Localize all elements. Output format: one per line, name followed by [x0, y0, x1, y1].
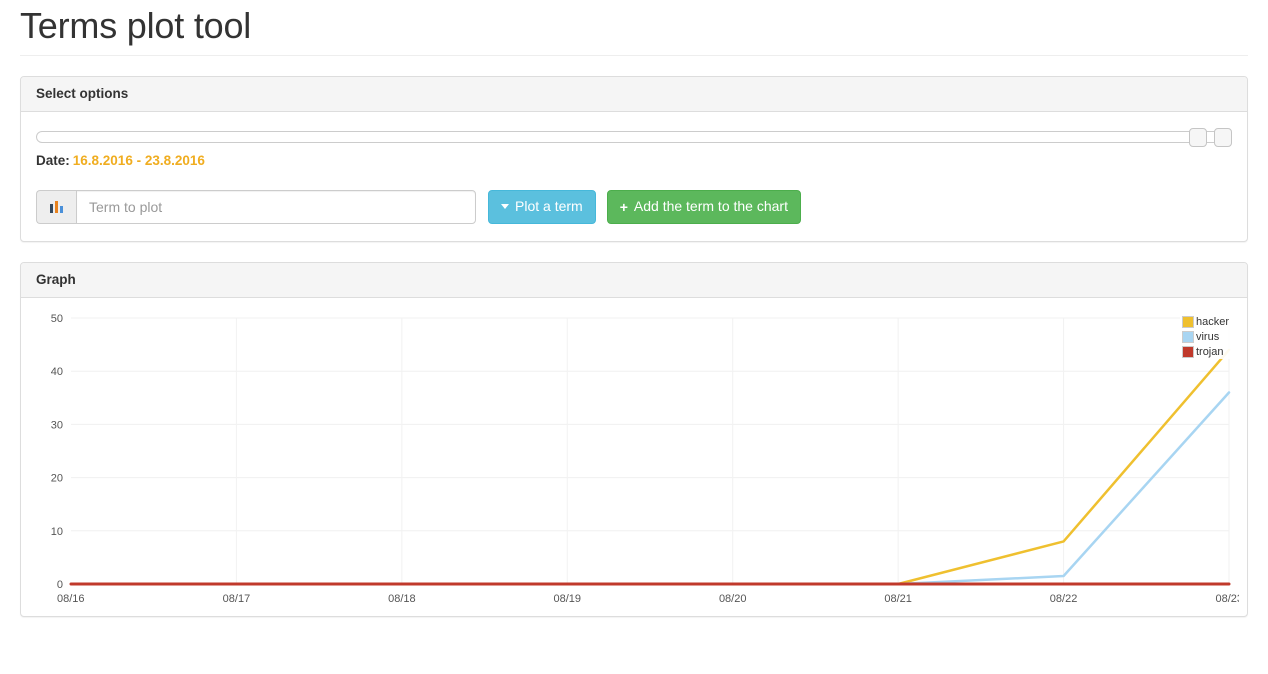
select-options-panel-heading: Select options	[21, 76, 1247, 113]
legend-item-virus[interactable]: virus	[1181, 330, 1229, 344]
svg-text:20: 20	[51, 473, 63, 485]
date-label: Date:	[36, 153, 70, 169]
plot-a-term-button[interactable]: Plot a term	[488, 189, 596, 224]
legend-label-trojan: trojan	[1195, 345, 1224, 358]
term-input-group	[36, 189, 476, 224]
add-term-to-chart-button[interactable]: + Add the term to the chart	[606, 189, 801, 224]
legend-swatch-trojan	[1181, 346, 1194, 359]
term-form-row: Plot a term + Add the term to the chart	[36, 189, 1232, 224]
svg-text:10: 10	[51, 526, 63, 538]
slider-track[interactable]	[36, 131, 1232, 144]
terms-line-chart[interactable]: 0 10 20 30 40 50 08/16 08/17 08/18 08/19 08/20 08/2…	[31, 306, 1239, 612]
term-input[interactable]	[76, 189, 476, 224]
svg-text:08/23: 08/23	[1215, 593, 1239, 605]
svg-text:08/22: 08/22	[1050, 593, 1078, 605]
legend-item-hacker[interactable]: hacker	[1181, 315, 1229, 329]
svg-text:0: 0	[57, 579, 63, 591]
add-term-label: Add the term to the chart	[633, 197, 788, 214]
svg-text:08/21: 08/21	[884, 593, 912, 605]
bar-chart-icon	[36, 189, 76, 224]
select-options-panel: Select options Date: 16.8.2016 - 23.8.201…	[20, 75, 1248, 242]
legend-item-trojan[interactable]: trojan	[1181, 345, 1229, 359]
graph-panel-heading: Graph	[21, 262, 1247, 299]
date-range-slider[interactable]	[36, 128, 1232, 148]
graph-panel: Graph 0 10 20 30 40 50 08/16 08/17 08/18 08/19 08/…	[20, 261, 1248, 618]
svg-text:40: 40	[51, 367, 63, 379]
svg-text:50: 50	[51, 313, 63, 325]
graph-title: Graph	[36, 271, 76, 287]
chart-canvas: 0 10 20 30 40 50 08/16 08/17 08/18 08/19 08/20 08/2…	[51, 313, 1239, 605]
graph-panel-body: 0 10 20 30 40 50 08/16 08/17 08/18 08/19 08/20 08/2…	[21, 298, 1247, 616]
page-title: Terms plot tool	[20, 5, 252, 46]
plot-a-term-label: Plot a term	[515, 197, 583, 214]
svg-text:08/16: 08/16	[57, 593, 85, 605]
select-options-title: Select options	[36, 85, 129, 101]
legend-swatch-hacker	[1181, 316, 1194, 329]
range-start-handle[interactable]	[1189, 128, 1207, 148]
date-range-display: Date: 16.8.2016 - 23.8.2016	[36, 153, 1232, 169]
page-container: Terms plot tool Select options Date: 16.8…	[20, 0, 1248, 618]
caret-down-icon	[501, 204, 509, 210]
legend-swatch-virus	[1181, 331, 1194, 344]
date-range-value: 16.8.2016 - 23.8.2016	[72, 153, 205, 169]
svg-text:08/19: 08/19	[554, 593, 582, 605]
svg-text:08/18: 08/18	[388, 593, 416, 605]
range-end-handle[interactable]	[1214, 128, 1232, 148]
page-header: Terms plot tool	[20, 0, 1248, 56]
svg-text:08/17: 08/17	[223, 593, 251, 605]
svg-text:30: 30	[51, 420, 63, 432]
legend-label-hacker: hacker	[1195, 315, 1229, 328]
plus-icon: +	[619, 198, 628, 215]
select-options-panel-body: Date:16.8.2016 - 23.8.2016 Plot	[21, 112, 1247, 240]
svg-text:08/20: 08/20	[719, 593, 747, 605]
legend-label-virus: virus	[1195, 330, 1220, 343]
chart-legend: hacker virus trojan	[1179, 315, 1231, 360]
